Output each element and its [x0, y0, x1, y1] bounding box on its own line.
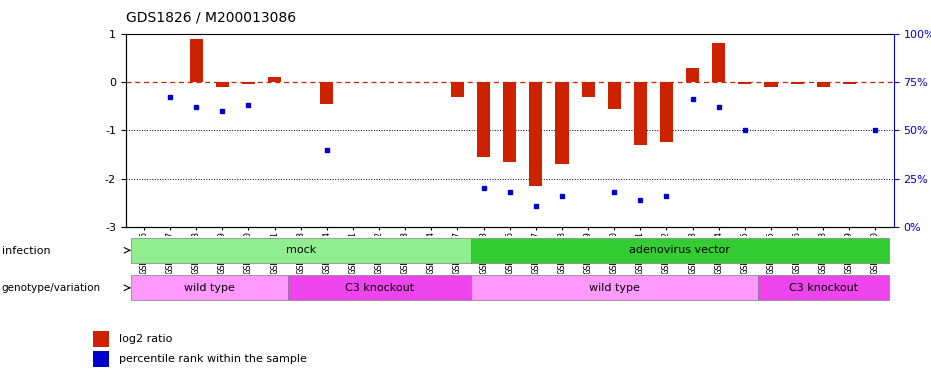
Bar: [764, 82, 777, 87]
Bar: [190, 39, 203, 82]
Text: C3 knockout: C3 knockout: [789, 283, 857, 293]
Bar: [451, 82, 464, 96]
Text: log2 ratio: log2 ratio: [119, 334, 172, 344]
Bar: [790, 82, 803, 84]
Bar: [712, 44, 725, 82]
Text: infection: infection: [2, 246, 50, 255]
Text: mock: mock: [286, 245, 316, 255]
Bar: [268, 77, 281, 82]
Text: wild type: wild type: [588, 283, 640, 293]
Bar: [530, 82, 543, 186]
Bar: [556, 82, 569, 164]
Bar: [470, 275, 758, 300]
Bar: [816, 82, 830, 87]
Bar: [131, 275, 288, 300]
Text: percentile rank within the sample: percentile rank within the sample: [119, 354, 306, 364]
Bar: [582, 82, 595, 96]
Bar: [242, 82, 255, 84]
Bar: [660, 82, 673, 142]
Bar: [758, 275, 888, 300]
Bar: [93, 351, 110, 367]
Text: adenovirus vector: adenovirus vector: [629, 245, 730, 255]
Bar: [320, 82, 333, 104]
Bar: [503, 82, 517, 162]
Bar: [738, 82, 751, 84]
Bar: [608, 82, 621, 109]
Bar: [216, 82, 229, 87]
Bar: [634, 82, 647, 145]
Bar: [686, 68, 699, 82]
Text: genotype/variation: genotype/variation: [2, 283, 101, 293]
Bar: [477, 82, 490, 157]
Bar: [843, 82, 856, 84]
Text: C3 knockout: C3 knockout: [344, 283, 413, 293]
Bar: [93, 331, 110, 346]
Bar: [288, 275, 470, 300]
Text: GDS1826 / M200013086: GDS1826 / M200013086: [126, 10, 296, 24]
Bar: [131, 238, 470, 263]
Bar: [470, 238, 888, 263]
Text: wild type: wild type: [183, 283, 235, 293]
